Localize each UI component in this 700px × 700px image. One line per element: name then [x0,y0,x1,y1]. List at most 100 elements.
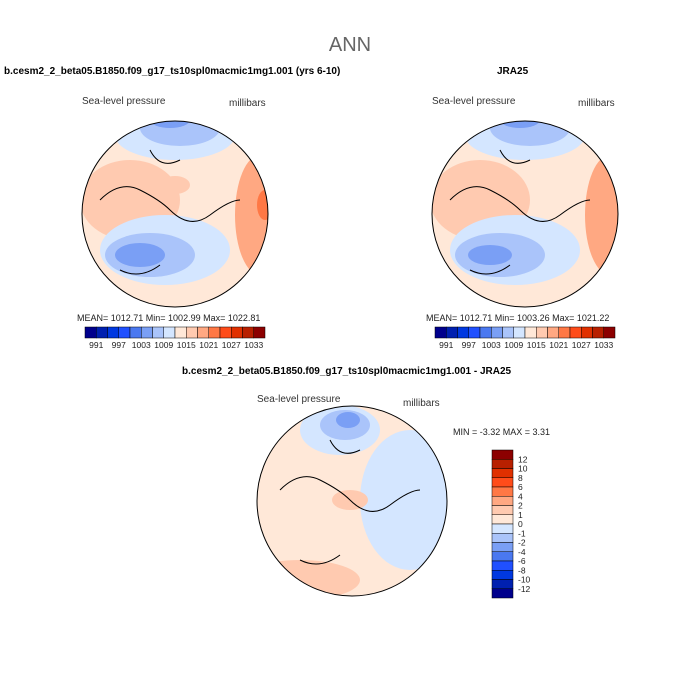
panel1-variable: Sea-level pressure [82,96,166,107]
colorbar-box [491,551,514,562]
colorbar-box [491,496,514,506]
panel1-map-border [81,120,269,308]
panel2-map [432,121,618,307]
colorbar-tick-label: 1003 [132,340,151,350]
plot-title: ANN [328,34,372,56]
colorbar-tick-label: 1027 [222,340,241,350]
panel3-units: millibars [403,398,440,409]
colorbar-tick-label: 991 [439,340,453,350]
colorbar-box [479,326,492,339]
colorbar-tick-label: 991 [89,340,103,350]
panel2-case: JRA25 [497,66,529,77]
panel2-colorbar: 991 997 1003 1009 1015 1021 1027 1033 [434,326,616,350]
colorbar-box [603,326,616,339]
colorbar-box [491,523,514,534]
colorbar-tick-label: -6 [518,556,526,566]
colorbar-box [491,486,514,497]
colorbar-box [491,560,514,571]
panel1-stats: MEAN= 1012.71 Min= 1002.99 Max= 1022.81 [77,313,261,323]
colorbar-box [163,326,176,339]
colorbar-box [253,326,266,339]
colorbar-box [491,588,514,599]
colorbar-box [491,514,514,525]
colorbar-tick-label: 1021 [549,340,568,350]
colorbar-box [491,468,514,478]
panel1-colorbar: 991 997 1003 1009 1015 1021 1027 1033 [84,326,266,350]
colorbar-box [468,326,481,339]
colorbar-tick-label: 1027 [572,340,591,350]
colorbar-box [491,505,514,515]
colorbar-tick-label: 1015 [527,340,546,350]
panel1-case: b.cesm2_2_beta05.B1850.f09_g17_ts10spl0m… [4,66,341,77]
colorbar-tick-label: 1033 [594,340,613,350]
colorbar-box [491,459,514,469]
panel2-variable: Sea-level pressure [432,96,516,107]
colorbar-tick-label: 0 [518,519,523,529]
colorbar-tick-label: -8 [518,565,526,575]
colorbar-tick-label: 6 [518,482,523,492]
colorbar-box [152,326,164,339]
colorbar-box [524,326,537,339]
colorbar-box [219,326,232,339]
colorbar-box [491,533,514,543]
panel3-map-border [256,405,448,597]
colorbar-box [174,326,187,339]
panel3-stats: MIN = -3.32 MAX = 3.31 [453,427,551,437]
colorbar-box [558,326,571,339]
colorbar-tick-label: 1009 [504,340,523,350]
panel1-map [82,121,268,307]
colorbar-tick-label: 8 [518,473,523,483]
colorbar-tick-label: 2 [518,501,523,511]
colorbar-tick-label: -4 [518,547,526,557]
panel2-map-border [431,120,619,308]
colorbar-tick-label: 1009 [154,340,173,350]
panel3-map [257,406,447,596]
colorbar-box [592,326,604,339]
colorbar-box [242,326,254,339]
colorbar-box [491,326,503,339]
panel2-stats: MEAN= 1012.71 Min= 1003.26 Max= 1021.22 [426,313,610,323]
colorbar-box [491,542,514,552]
colorbar-tick-label: 12 [518,454,528,464]
colorbar-box [569,326,582,339]
colorbar-box [491,570,514,580]
colorbar-tick-label: -10 [518,575,531,585]
colorbar-box [118,326,131,339]
colorbar-box [107,326,119,339]
colorbar-box [536,326,548,339]
colorbar-box [547,326,559,339]
colorbar-tick-label: 1021 [199,340,218,350]
colorbar-tick-label: -12 [518,584,531,594]
colorbar-tick-label: 10 [518,464,528,474]
colorbar-tick-label: -1 [518,528,526,538]
colorbar-box [513,326,526,339]
colorbar-tick-label: -2 [518,538,526,548]
colorbar-tick-label: 997 [112,340,126,350]
colorbar-box [141,326,153,339]
colorbar-box [491,579,514,589]
panel3-variable: Sea-level pressure [257,394,341,405]
colorbar-tick-label: 1003 [482,340,501,350]
colorbar-box [129,326,142,339]
colorbar-box [446,326,458,339]
colorbar-tick-label: 997 [462,340,476,350]
colorbar-box [186,326,198,339]
colorbar-tick-label: 4 [518,491,523,501]
panel2-units: millibars [578,98,615,109]
colorbar-box [491,449,514,460]
colorbar-box [197,326,209,339]
colorbar-box [84,326,97,339]
colorbar-box [502,326,514,339]
colorbar-box [434,326,447,339]
colorbar-tick-label: 1 [518,510,523,520]
colorbar-box [581,326,593,339]
colorbar-box [491,477,514,488]
colorbar-box [96,326,108,339]
panel1-units: millibars [229,98,266,109]
panel3-case: b.cesm2_2_beta05.B1850.f09_g17_ts10spl0m… [182,366,512,377]
colorbar-tick-label: 1033 [244,340,263,350]
colorbar-box [231,326,243,339]
colorbar-box [457,326,469,339]
